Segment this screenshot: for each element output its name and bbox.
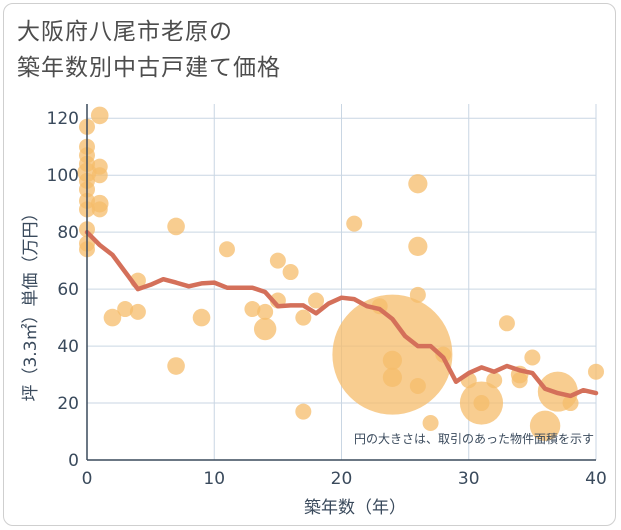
x-tick-label: 30 — [458, 469, 480, 489]
scatter-point — [409, 286, 426, 303]
x-tick-label: 40 — [585, 469, 607, 489]
scatter-point — [103, 308, 122, 327]
x-tick-label: 0 — [82, 469, 93, 489]
scatter-point — [218, 241, 235, 258]
y-tick-label: 40 — [57, 337, 79, 357]
scatter-point — [129, 303, 146, 320]
y-tick-label: 80 — [57, 223, 79, 243]
scatter-point — [295, 403, 312, 420]
scatter-point — [308, 292, 325, 309]
y-tick-label: 100 — [47, 166, 79, 186]
tick-labels: 0 20 40 60 80 100 120 0 10 20 30 40 — [47, 109, 607, 489]
title-line-1: 大阪府八尾市老原の — [17, 19, 233, 45]
size-note: 円の大きさは、取引のあった物件面積を示す — [354, 431, 594, 446]
x-axis-title: 築年数（年） — [304, 498, 406, 518]
scatter-point — [408, 236, 428, 256]
scatter-point — [382, 367, 402, 388]
chart-frame — [3, 3, 616, 526]
trend-line — [84, 229, 599, 399]
scatter-point — [422, 414, 439, 431]
title-line-2: 築年数別中古戸建て価格 — [17, 55, 281, 81]
scatter-point — [498, 315, 515, 332]
chart-title: 大阪府八尾市老原の 築年数別中古戸建て価格 — [17, 14, 281, 86]
scatter-point — [588, 363, 604, 380]
x-tick-label: 20 — [331, 469, 353, 489]
bubble-series — [77, 106, 604, 442]
y-tick-label: 120 — [47, 109, 79, 129]
x-tick-label: 10 — [203, 469, 225, 489]
scatter-point — [295, 309, 312, 326]
scatter-point — [282, 264, 299, 281]
scatter-point — [382, 350, 402, 370]
scatter-point — [244, 301, 261, 318]
scatter-point — [90, 106, 109, 125]
axes — [86, 104, 596, 461]
scatter-point — [409, 377, 426, 394]
scatter-point — [473, 395, 490, 412]
scatter-point — [524, 349, 541, 366]
scatter-point — [117, 301, 134, 318]
y-axis-title: 坪（3.3㎡）単価（万円） — [21, 204, 41, 401]
scatter-point — [253, 317, 277, 341]
scatter-point — [529, 410, 561, 442]
scatter-point — [167, 357, 185, 375]
scatter-point — [257, 303, 274, 320]
scatter-point — [269, 252, 286, 269]
scatter-point — [346, 215, 363, 232]
scatter-point — [91, 167, 108, 184]
grid-lines — [86, 104, 597, 461]
scatter-point — [91, 201, 108, 218]
scatter-point — [408, 174, 428, 194]
scatter-point — [167, 217, 185, 236]
scatter-point — [511, 372, 528, 389]
scatter-point — [486, 372, 503, 389]
scatter-point — [562, 395, 579, 412]
y-tick-label: 60 — [57, 280, 79, 300]
y-tick-label: 20 — [57, 394, 79, 414]
y-tick-label: 0 — [68, 451, 79, 471]
scatter-point — [192, 308, 211, 327]
